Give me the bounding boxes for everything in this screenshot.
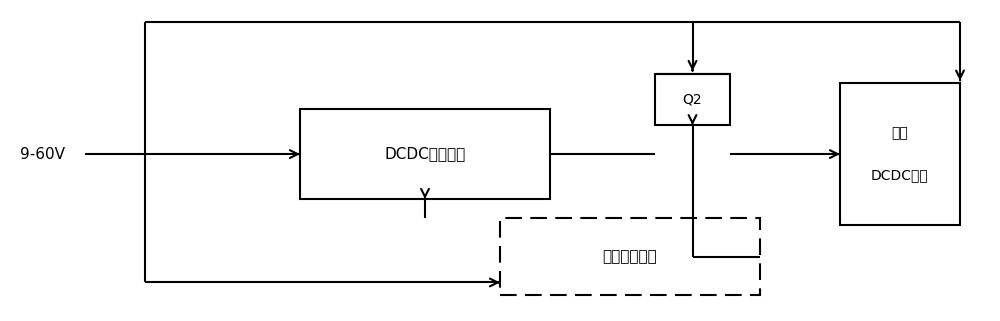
- Bar: [840, 83, 960, 225]
- Bar: [655, 74, 730, 125]
- Text: DCDC芯片: DCDC芯片: [871, 168, 929, 182]
- Text: DCDC电源模块: DCDC电源模块: [384, 147, 466, 161]
- Bar: [500, 218, 760, 295]
- Bar: [300, 109, 550, 199]
- Text: 板级: 板级: [892, 126, 908, 140]
- Text: 9-60V: 9-60V: [20, 147, 65, 161]
- Text: 电路控制单元: 电路控制单元: [603, 249, 657, 264]
- Text: Q2: Q2: [683, 92, 702, 107]
